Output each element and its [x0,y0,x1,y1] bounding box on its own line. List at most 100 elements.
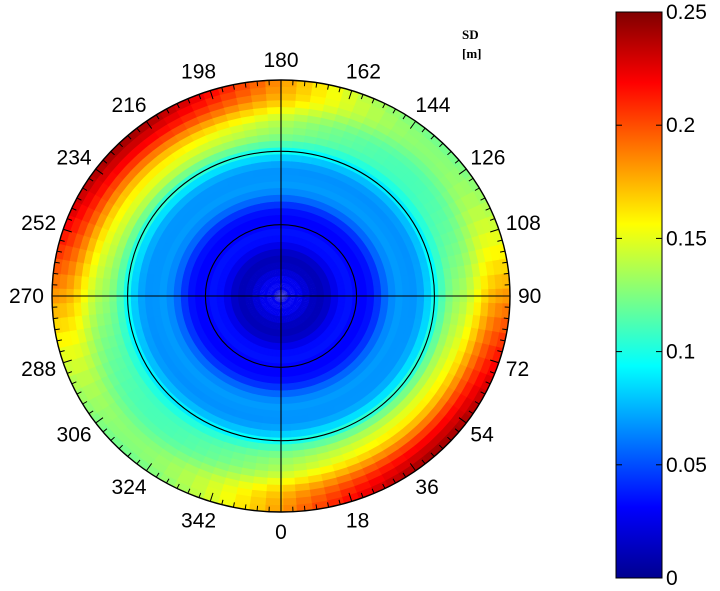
heatmap-cell [480,372,497,392]
angle-tick [439,142,444,148]
heatmap-cell [107,290,117,304]
heatmap-cell [121,290,131,303]
angle-tick [53,272,59,275]
heatmap-cell [192,474,213,490]
heatmap-cell [467,367,484,386]
angle-tick [447,151,452,156]
angle-tick [303,81,306,87]
heatmap-cell [87,224,102,242]
angle-tick [500,339,506,342]
heatmap-cell [175,474,196,491]
colorbar-title: SD [m] [462,27,482,61]
heatmap-cell [473,354,489,373]
angle-tick [82,401,88,405]
angle-tick-label: 252 [21,212,56,235]
angle-ticks [52,80,510,512]
angle-tick [382,483,386,489]
heatmap-cell [209,473,228,487]
heatmap-cell [173,450,193,466]
heatmap-cell [188,222,202,235]
angle-tick-label: 36 [415,476,438,499]
heatmap-cell [365,467,385,483]
heatmap-cell [189,480,210,496]
heatmap-cell [98,215,114,232]
heatmap-cell [445,288,455,302]
heatmap-cell [85,289,96,305]
heatmap-cell [201,456,220,470]
heatmap-cell [193,110,213,125]
heatmap-cell [157,291,167,302]
heatmap-cell [354,215,368,229]
angle-tick [338,87,341,93]
heatmap-cell [351,473,372,489]
heatmap-cells [52,80,510,512]
angle-tick [421,127,426,133]
angle-tick [315,82,318,88]
angle-tick [187,488,191,494]
colorbar: 0 0.05 0.1 0.15 0.2 0.25 [615,1,707,590]
heatmap-cell [81,354,97,373]
heatmap-cell [466,352,482,371]
angle-tick [402,114,407,120]
heatmap-cell [71,289,81,305]
angle-tick [110,151,115,156]
heatmap-cell [442,371,458,389]
angle-tick [458,417,467,424]
heatmap-cell [453,392,471,411]
heatmap-cell [334,466,353,480]
angle-tick [145,120,153,129]
angle-tick-label: 234 [57,146,92,169]
heatmap-cell [371,479,392,496]
angle-tick [256,505,259,511]
angle-tick [327,502,330,508]
heatmap-cell [70,343,85,362]
heatmap-cell [52,273,61,291]
heatmap-cell [416,289,427,301]
heatmap-cell [392,115,413,133]
heatmap-cell [368,473,389,490]
angle-tick-label: 126 [470,146,505,169]
heatmap-cell [104,203,120,221]
angle-tick [458,168,467,175]
heatmap-cell [182,462,202,478]
heatmap-cell [466,204,483,223]
heatmap-cell [336,472,355,487]
heatmap-cell [204,450,222,464]
angle-tick [480,197,486,201]
angle-tick [490,359,499,364]
angle-tick [485,381,491,385]
heatmap-cell [248,503,268,512]
heatmap-cell [409,290,420,301]
angle-tick [439,444,444,450]
angle-tick [392,108,396,114]
angle-tick [402,472,407,478]
heatmap-cell [338,134,355,149]
heatmap-cell [101,348,116,365]
heatmap-cell [340,128,358,142]
heatmap-cell [466,287,477,303]
angle-tick [468,410,474,415]
angle-tick [503,272,509,275]
heatmap-cell [112,221,127,237]
angle-tick [348,492,353,502]
heatmap-cell [388,291,398,300]
heatmap-cell [383,102,404,119]
heatmap-cell [480,356,495,376]
colorbar-quantity: SD [462,27,479,42]
heatmap-cell [95,350,110,367]
heatmap-cell [458,395,477,415]
heatmap-cell [264,296,274,298]
colorbar-tick-label: 0.2 [666,114,695,137]
angle-tick-label: 54 [470,424,494,447]
heatmap-cell [188,358,202,371]
heatmap-cell [336,98,356,113]
heatmap-cell [376,114,396,130]
angle-tick [54,328,60,331]
heatmap-cell [479,198,496,218]
heatmap-cell [86,366,102,385]
angle-tick [474,187,480,191]
angle-tick [503,317,509,320]
angle-tick [76,391,82,395]
angle-tick [56,339,62,342]
heatmap-cell [455,411,475,431]
